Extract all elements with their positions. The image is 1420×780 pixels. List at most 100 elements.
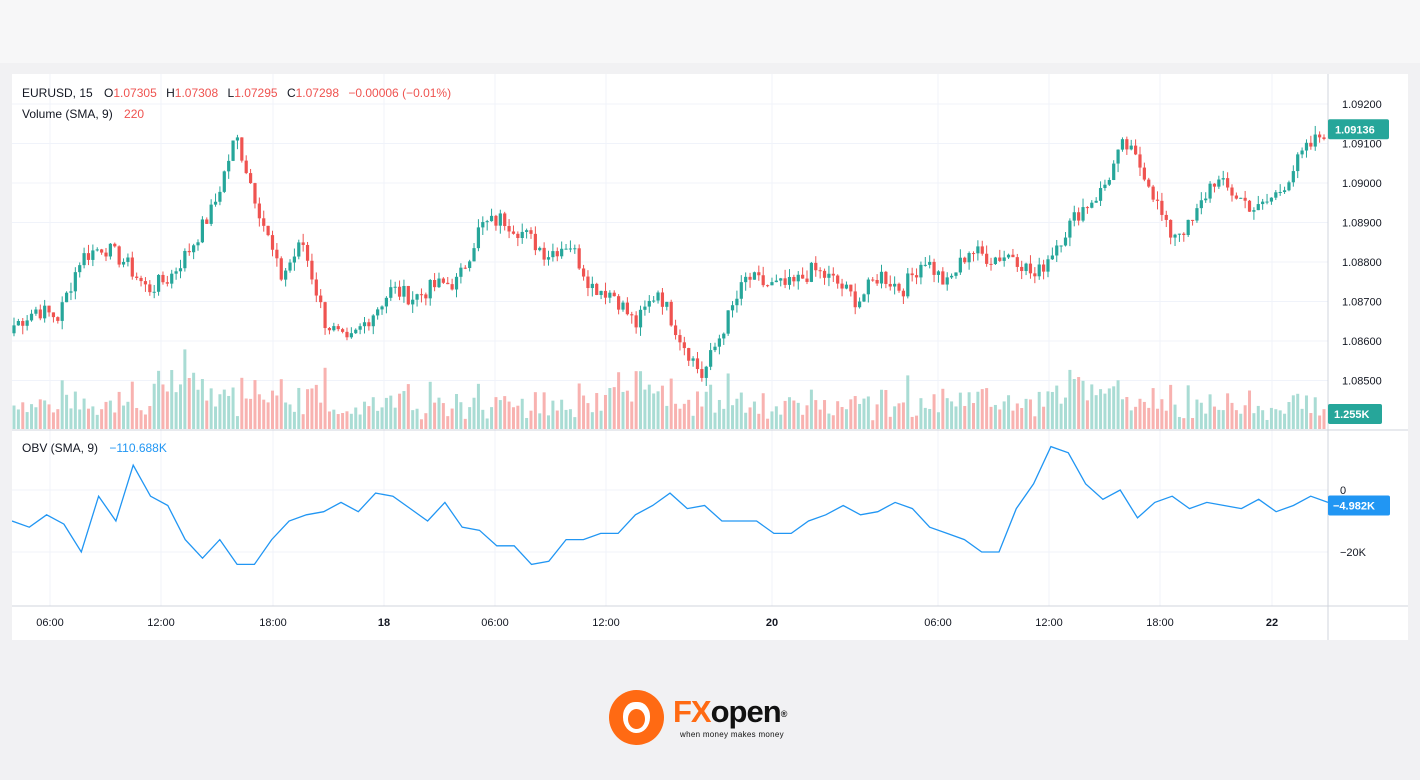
candle-body <box>1094 200 1098 203</box>
volume-bar <box>1081 380 1085 429</box>
candle-body <box>139 277 143 282</box>
volume-bar <box>603 394 607 429</box>
candle-body <box>1177 233 1182 235</box>
obv-legend-label: OBV (SMA, 9) <box>22 441 99 455</box>
volume-bar <box>735 398 739 429</box>
candle-body <box>389 287 393 298</box>
candle-body <box>424 294 428 299</box>
volume-bar <box>678 408 682 429</box>
volume-bar <box>564 409 568 429</box>
volume-bar <box>301 414 305 429</box>
candle-body <box>529 230 533 234</box>
volume-bar <box>1322 409 1326 429</box>
candle-body <box>29 313 34 321</box>
volume-bar <box>888 416 892 429</box>
time-tick-label: 06:00 <box>481 617 509 629</box>
candle-body <box>170 273 174 284</box>
volume-bar <box>104 401 108 429</box>
candle-body <box>384 297 389 307</box>
volume-bar <box>625 390 629 429</box>
legend-open: 1.07305 <box>113 86 157 100</box>
chart-card[interactable]: 1.09200 1.09100 1.09000 1.08900 1.08800 1.087… <box>12 74 1408 640</box>
candle-body <box>638 309 643 328</box>
volume-bar <box>722 408 726 429</box>
candle-body <box>928 261 932 265</box>
chart-canvas[interactable]: 1.09200 1.09100 1.09000 1.08900 1.08800 1.087… <box>12 74 1408 640</box>
volume-bar <box>424 413 428 429</box>
volume-bar <box>923 407 927 429</box>
candle-body <box>630 314 634 316</box>
volume-bar <box>511 407 515 429</box>
volume-bar <box>327 411 331 429</box>
volume-bar <box>1037 391 1041 429</box>
volume-bar <box>476 383 480 429</box>
candle-body <box>770 282 774 286</box>
volume-bar <box>674 403 678 429</box>
volume-bar <box>393 407 397 429</box>
volume-bar <box>152 383 156 429</box>
volume-bar <box>139 410 143 429</box>
candle-body <box>652 300 656 302</box>
volume-bar <box>823 400 827 429</box>
candle-body <box>25 320 29 326</box>
volume-bar <box>25 412 29 429</box>
legend-low: 1.07295 <box>234 86 278 100</box>
volume-bar <box>796 402 800 429</box>
candle-body <box>270 235 275 250</box>
candle-body <box>586 276 590 289</box>
candle-body <box>704 366 708 378</box>
volume-bar <box>976 391 980 429</box>
volume-bar <box>1129 410 1133 429</box>
volume-bar <box>113 412 117 429</box>
candle-body <box>1256 204 1260 211</box>
candle-body <box>520 231 524 239</box>
candle-body <box>862 294 866 302</box>
candle-body <box>468 261 472 268</box>
candle-body <box>1169 219 1173 238</box>
candle-body <box>95 249 99 251</box>
volume-bar <box>51 412 55 429</box>
candle-body <box>12 325 16 334</box>
volume-bar <box>419 419 423 429</box>
candle-body <box>993 257 998 265</box>
candle-body <box>1234 195 1238 199</box>
logo-registered: ® <box>780 709 788 719</box>
candle-body <box>564 248 568 250</box>
volume-bar <box>1287 402 1291 429</box>
candle-body <box>441 278 445 283</box>
volume-bar <box>1195 399 1199 429</box>
candle-body <box>1173 234 1177 238</box>
volume-bar <box>292 411 296 429</box>
volume-bar <box>231 387 235 429</box>
volume-bar <box>161 384 165 429</box>
volume-bar <box>538 413 542 429</box>
volume-bar <box>1199 402 1203 429</box>
candle-body <box>1151 186 1155 200</box>
volume-bar <box>573 417 577 429</box>
candle-body <box>301 242 305 245</box>
volume-bar <box>310 388 314 429</box>
volume-bar <box>481 409 485 429</box>
volume-bar <box>446 416 450 429</box>
candle-body <box>525 230 529 232</box>
volume-bar <box>1300 408 1304 429</box>
legend-h-label: H <box>166 86 175 100</box>
volume-bar <box>739 392 743 429</box>
volume-bar <box>69 408 73 429</box>
volume-bar <box>95 414 99 429</box>
volume-bar <box>345 411 349 429</box>
candle-body <box>1226 178 1230 188</box>
volume-bar <box>595 393 599 429</box>
time-tick-label: 06:00 <box>36 617 64 629</box>
candle-body <box>1309 142 1313 147</box>
fxopen-wordmark: FXopen® <box>673 694 788 730</box>
candle-body <box>713 346 717 351</box>
candle-body <box>288 262 292 271</box>
candle-body <box>415 294 419 300</box>
volume-bar <box>809 389 813 429</box>
volume-bar <box>985 388 989 429</box>
candle-body <box>735 298 739 306</box>
volume-bar <box>384 397 388 429</box>
candle-body <box>1322 137 1326 140</box>
volume-bar <box>1182 418 1186 429</box>
